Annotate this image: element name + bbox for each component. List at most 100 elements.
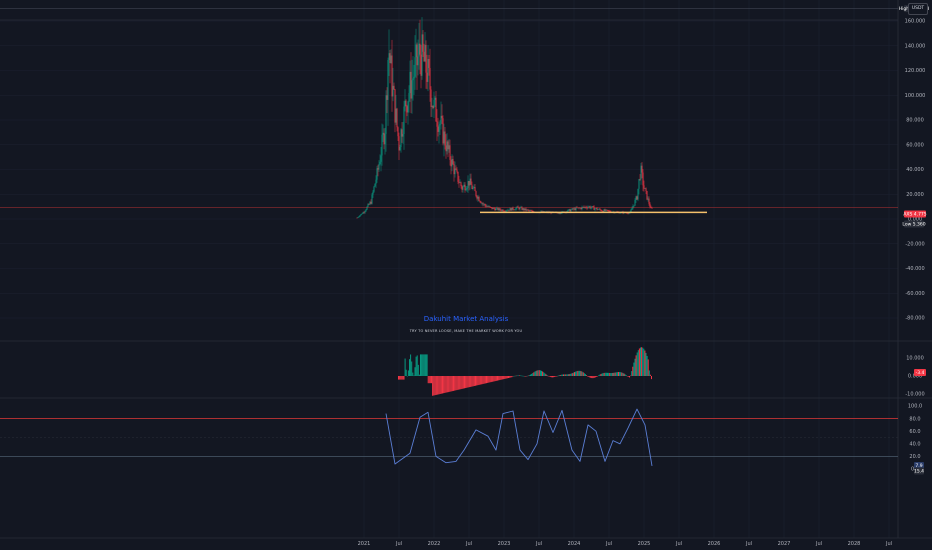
osc-bar [640,347,641,376]
candle-body [626,212,628,214]
price-tick-label: 160.000 [905,19,926,25]
oscillator-pane[interactable] [398,347,652,396]
candle-body [580,207,582,210]
candle-body [607,210,609,211]
osc-bar [593,376,595,378]
candle-body [571,208,573,210]
candle-body [392,85,394,97]
candle-body [451,159,453,167]
osc-bar [622,372,624,376]
candle-body [443,131,445,144]
candle-body [499,208,501,210]
time-tick-label: Jul [815,541,822,547]
osc-bar [484,376,486,384]
osc-bar [646,355,648,376]
candle-body [559,213,561,215]
candle-body [558,213,560,215]
osc-bar [623,373,625,376]
osc-bar [647,359,649,376]
osc-bar [398,376,399,380]
osc-bar [631,371,633,376]
osc-bar [541,370,542,376]
osc-bar [624,374,626,376]
osc-bar [511,376,513,378]
price-pane[interactable] [0,8,898,219]
osc-bar [556,376,558,377]
candle-body [417,56,419,66]
candle-body [504,211,506,212]
candle-body [470,178,472,185]
osc-bar [510,376,512,378]
candle-body [648,198,650,204]
osc-bar [508,376,509,379]
osc-bar [594,376,596,378]
candle-body [462,186,464,190]
candle-body [631,208,633,210]
osc-tick-label: 10.000 [906,356,924,362]
osc-bar [409,359,410,376]
osc-bar [456,376,458,391]
osc-bar [582,372,584,376]
candle-body [458,181,460,183]
osc-bar [566,374,568,376]
currency-label[interactable]: USDT [908,3,928,15]
osc-bar [479,376,481,385]
candle-body [637,188,639,200]
candle-body [397,127,399,137]
candle-body [449,145,451,160]
candle-body [407,101,409,113]
candle-body [597,209,599,210]
candle-body [508,209,510,211]
osc-bar [635,355,637,376]
candle-body [608,210,610,212]
time-tick-label: 2022 [428,541,441,547]
price-axis[interactable]: 160.000 140.000 120.000 100.000 80.000 60.000… [899,5,930,475]
candle-body [606,209,608,211]
osc-bar [447,376,449,393]
osc-bar [458,376,460,390]
candle-body [425,44,427,73]
osc-bar [630,375,632,377]
candle-body [493,207,495,209]
candle-body [557,212,559,214]
time-tick-label: Jul [885,541,892,547]
osc-bar [517,375,519,376]
candle-body [450,159,452,167]
candle-body [511,207,513,211]
osc-tick-label: 0.000 [908,374,922,380]
osc-bar [589,376,591,378]
candle-body [446,141,448,152]
candle-body [505,210,507,212]
time-tick-label: 2024 [568,541,581,547]
osc-bar [559,374,561,376]
osc-bar [590,376,592,378]
time-axis[interactable]: 2021 Jul 2022 Jul 2023 Jul 2024 Jul 2025 Jul 2026 J… [358,541,892,547]
candle-body [471,184,473,189]
osc-bar [592,376,594,379]
candle-body [484,203,486,206]
stochastic-pane[interactable] [0,408,898,466]
candle-body [586,207,588,209]
candle-body [428,58,430,68]
candle-body [649,203,651,207]
candle-body [442,118,444,144]
osc-bar [564,374,566,376]
candle-body [567,209,569,212]
time-tick-label: Jul [395,541,402,547]
candle-body [485,205,487,207]
osc-bar [536,370,538,376]
osc-bar [636,352,638,376]
candle-body [540,211,542,212]
candle-body [600,209,602,211]
candle-body [468,180,470,186]
price-tick-label: 140.000 [905,43,926,49]
candle-body [510,208,512,211]
candle-body [381,134,383,156]
osc-bar [638,348,640,376]
candle-body [369,201,371,205]
candle-body [403,106,405,135]
candle-body [577,207,579,209]
candle-body [363,212,365,213]
osc-bar [506,376,508,379]
